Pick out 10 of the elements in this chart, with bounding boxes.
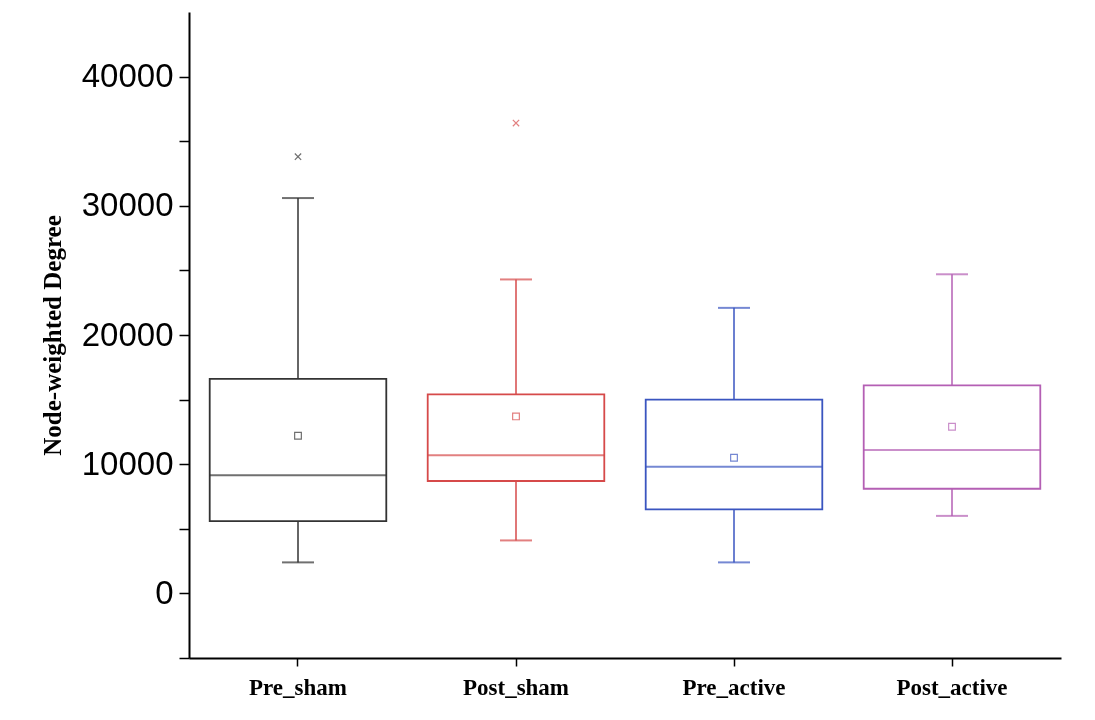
x-tick-label: Pre_active	[682, 674, 786, 700]
y-tick-label: 30000	[81, 186, 174, 224]
y-axis-title: Node-weighted Degree	[38, 215, 66, 456]
x-tick-label: Post_active	[896, 674, 1008, 700]
x-tick-label: Post_sham	[462, 674, 570, 700]
y-tick-label: 40000	[81, 57, 174, 95]
y-tick-label: 20000	[81, 315, 174, 353]
y-tick-label: 0	[155, 573, 174, 611]
y-tick-label: 10000	[81, 444, 174, 482]
x-tick-label: Pre_sham	[249, 674, 347, 700]
